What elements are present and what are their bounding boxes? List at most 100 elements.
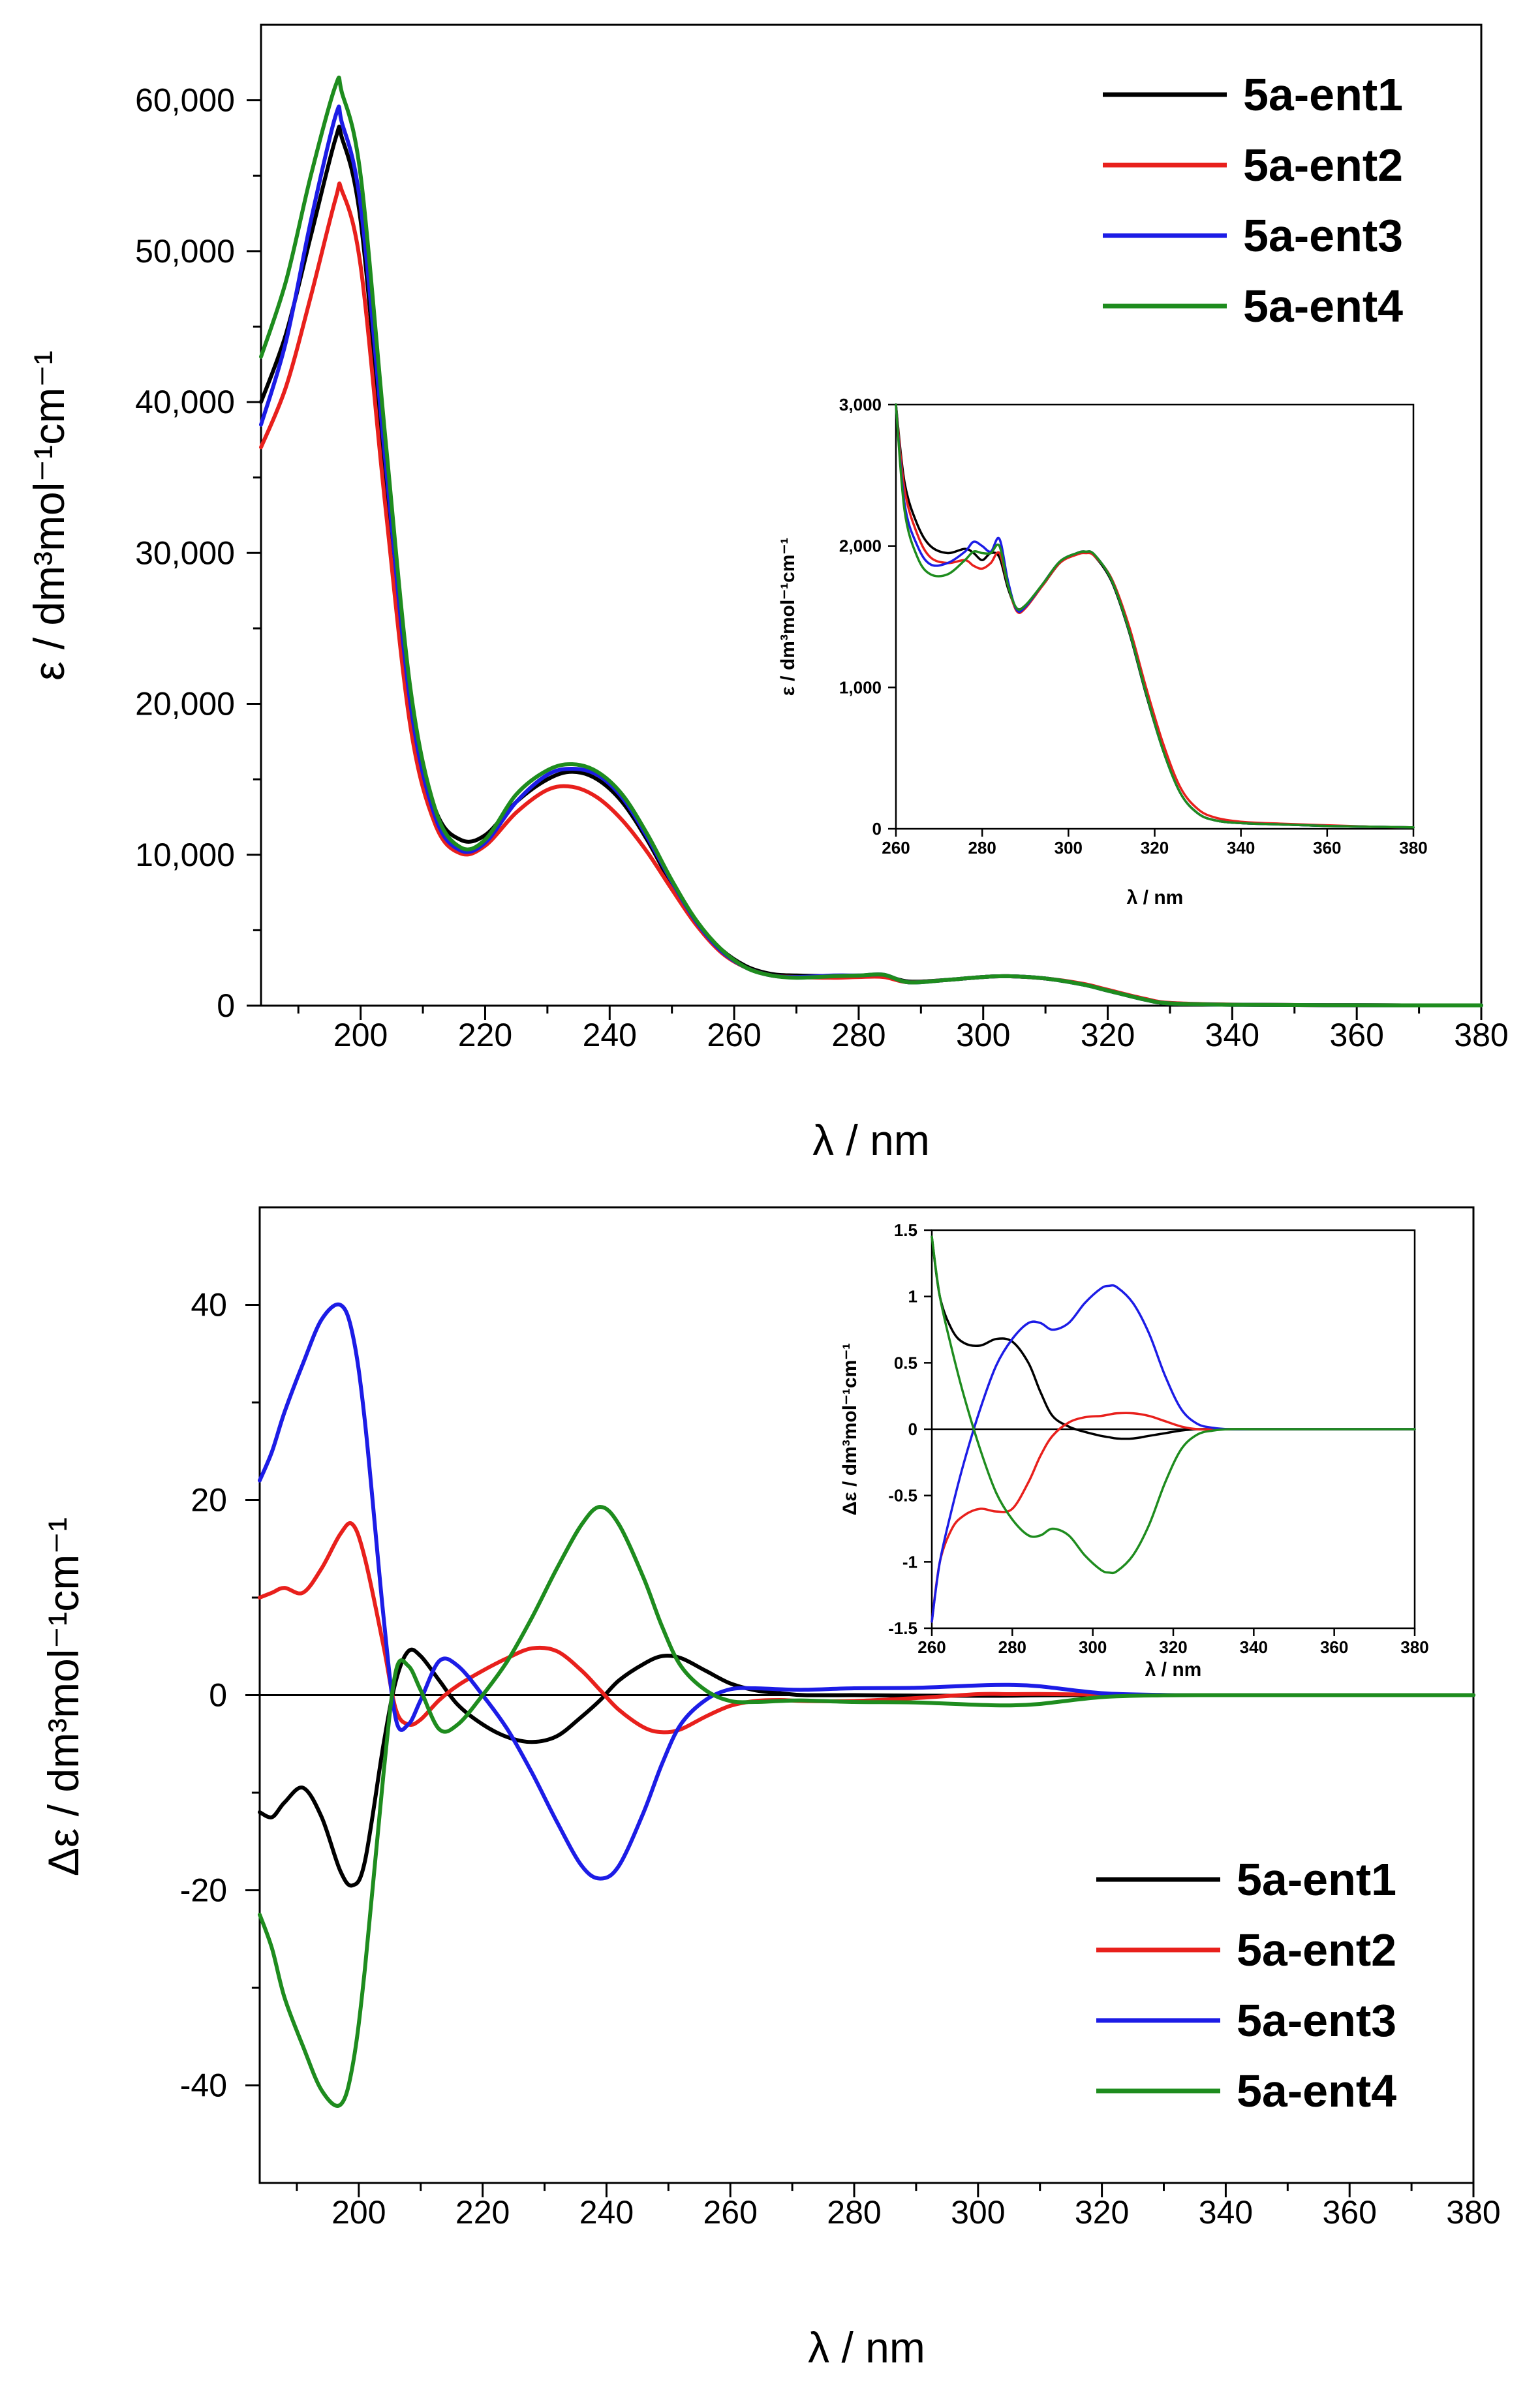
y-tick-label: -1 <box>902 1552 917 1571</box>
x-tick-label: 360 <box>1329 1017 1383 1053</box>
x-tick-label: 360 <box>1313 838 1341 858</box>
cd-main-series-5a-ent3 <box>258 1302 1475 1881</box>
y-tick-label: 50,000 <box>135 233 235 270</box>
x-tick-label: 240 <box>579 2194 634 2231</box>
uv-main-series-5a-ent4 <box>259 75 1483 1008</box>
y-tick-label: 1.5 <box>894 1220 917 1240</box>
cd-main-series-5a-ent1 <box>258 1647 1475 1888</box>
uv-x-axis-label: λ / nm <box>812 1116 930 1164</box>
uv-inset-series-5a-ent2 <box>895 403 1415 829</box>
cd-inset-y-axis-label: Δε / dm³mol⁻¹cm⁻¹ <box>839 1343 861 1515</box>
cd-inset-series-5a-ent3 <box>931 1284 1416 1623</box>
x-tick-label: 300 <box>1055 838 1083 858</box>
x-tick-label: 280 <box>998 1637 1026 1657</box>
cd-legend: 5a-ent1 5a-ent2 5a-ent3 5a-ent4 <box>1096 1854 1396 2116</box>
uv-ticks: 200 220 240 260 280 300 320 340 360 380 0 10,000 20,… <box>135 82 1509 1053</box>
cd-x-axis-label: λ / nm <box>808 2323 925 2372</box>
y-tick-label: -20 <box>180 1872 227 1909</box>
cd-main-series-5a-ent2 <box>258 1521 1475 1735</box>
x-tick-label: 340 <box>1199 2194 1253 2231</box>
x-tick-label: 240 <box>583 1017 637 1053</box>
x-tick-label: 380 <box>1400 1637 1428 1657</box>
y-tick-label: -0.5 <box>888 1486 917 1506</box>
legend-label: 5a-ent4 <box>1243 281 1403 332</box>
legend-label: 5a-ent3 <box>1237 1995 1396 2046</box>
x-tick-label: 260 <box>703 2194 758 2231</box>
cd-inset-x-axis-label: λ / nm <box>1145 1659 1202 1680</box>
uv-inset-ticks: 260 280 300 320 340 360 380 0 1,000 2,000 3,000 <box>839 395 1428 858</box>
uv-inset-series-5a-ent4 <box>895 403 1415 829</box>
y-tick-label: 10,000 <box>135 837 235 873</box>
y-tick-label: 20,000 <box>135 686 235 722</box>
cd-inset-series-5a-ent4 <box>931 1235 1416 1575</box>
x-tick-label: 380 <box>1454 1017 1508 1053</box>
x-tick-label: 320 <box>1159 1637 1187 1657</box>
x-tick-label: 380 <box>1446 2194 1500 2231</box>
y-tick-label: 1 <box>908 1287 917 1307</box>
y-tick-label: 40,000 <box>135 384 235 420</box>
y-tick-label: -1.5 <box>888 1618 917 1638</box>
y-tick-label: 0 <box>908 1419 917 1439</box>
legend-label: 5a-ent1 <box>1243 69 1403 120</box>
cd-inset-ticks: 260 280 300 320 340 360 380 -1.5 -1 -0.5 0 0.5 1 1.5 <box>888 1220 1429 1657</box>
x-tick-label: 280 <box>968 838 996 858</box>
y-tick-label: 40 <box>191 1287 227 1323</box>
cd-inset-series-5a-ent2 <box>931 1412 1416 1623</box>
x-tick-label: 200 <box>333 1017 388 1053</box>
x-tick-label: 300 <box>951 2194 1005 2231</box>
x-tick-label: 200 <box>331 2194 386 2231</box>
y-tick-label: 0 <box>209 1677 227 1714</box>
cd-spectrum-chart: 200 220 240 260 280 300 320 340 360 380 -40 -20 0 20 4… <box>39 1206 1501 2372</box>
y-tick-label: 0 <box>872 819 882 839</box>
uv-plot-frame <box>260 23 1483 1007</box>
y-tick-label: 1,000 <box>839 677 882 697</box>
x-tick-label: 300 <box>1079 1637 1107 1657</box>
cd-ticks: 200 220 240 260 280 300 320 340 360 380 -40 -20 0 20 4… <box>180 1287 1501 2231</box>
y-tick-label: -40 <box>180 2067 227 2104</box>
x-tick-label: 380 <box>1399 838 1427 858</box>
legend-label: 5a-ent3 <box>1243 210 1403 261</box>
y-tick-label: 0 <box>217 987 235 1024</box>
cd-main-series-5a-ent4 <box>258 1505 1475 2108</box>
y-tick-label: 0.5 <box>894 1353 917 1372</box>
x-tick-label: 220 <box>458 1017 512 1053</box>
uv-inset-y-axis-label: ε / dm³mol⁻¹cm⁻¹ <box>777 538 799 696</box>
uv-legend: 5a-ent1 5a-ent2 5a-ent3 5a-ent4 <box>1103 69 1403 332</box>
uv-inset-series-5a-ent3 <box>895 403 1415 829</box>
x-tick-label: 220 <box>455 2194 510 2231</box>
legend-label: 5a-ent1 <box>1237 1854 1396 1905</box>
cd-series-lines <box>258 1302 1475 2108</box>
x-tick-label: 340 <box>1205 1017 1259 1053</box>
uv-inset-series-5a-ent1 <box>895 403 1415 829</box>
uv-inset-x-axis-label: λ / nm <box>1127 887 1184 908</box>
x-tick-label: 300 <box>956 1017 1010 1053</box>
y-tick-label: 20 <box>191 1482 227 1519</box>
uv-series-lines <box>259 75 1483 1008</box>
y-tick-label: 60,000 <box>135 82 235 119</box>
x-tick-label: 340 <box>1240 1637 1268 1657</box>
x-tick-label: 260 <box>917 1637 946 1657</box>
uv-y-axis-label: ε / dm³mol⁻¹cm⁻¹ <box>25 350 73 681</box>
cd-inset-chart: 260 280 300 320 340 360 380-1.5-1-0.500.511.5 … <box>839 1220 1429 1680</box>
uv-inset-frame <box>895 403 1415 830</box>
y-tick-label: 30,000 <box>135 534 235 571</box>
cd-inset-series-5a-ent1 <box>931 1235 1416 1440</box>
x-tick-label: 320 <box>1141 838 1169 858</box>
cd-inset-series-lines <box>931 1235 1416 1623</box>
x-tick-label: 360 <box>1320 1637 1348 1657</box>
legend-label: 5a-ent2 <box>1243 140 1403 191</box>
uv-absorption-chart: 200 220 240 260 280 300 320 340 360 380 0 10,000 20,… <box>25 23 1509 1164</box>
x-tick-label: 360 <box>1322 2194 1376 2231</box>
x-tick-label: 340 <box>1227 838 1255 858</box>
legend-label: 5a-ent4 <box>1237 2065 1396 2116</box>
x-tick-label: 280 <box>831 1017 886 1053</box>
uv-inset-series-lines <box>895 403 1415 829</box>
x-tick-label: 260 <box>882 838 910 858</box>
x-tick-label: 260 <box>707 1017 761 1053</box>
y-tick-label: 3,000 <box>839 395 882 414</box>
x-tick-label: 280 <box>827 2194 881 2231</box>
uv-inset-chart: 260 280 300 320 340 360 380 0 1,000 2,000 3,000 λ … <box>777 395 1428 908</box>
x-tick-label: 320 <box>1075 2194 1129 2231</box>
legend-label: 5a-ent2 <box>1237 1925 1396 1975</box>
